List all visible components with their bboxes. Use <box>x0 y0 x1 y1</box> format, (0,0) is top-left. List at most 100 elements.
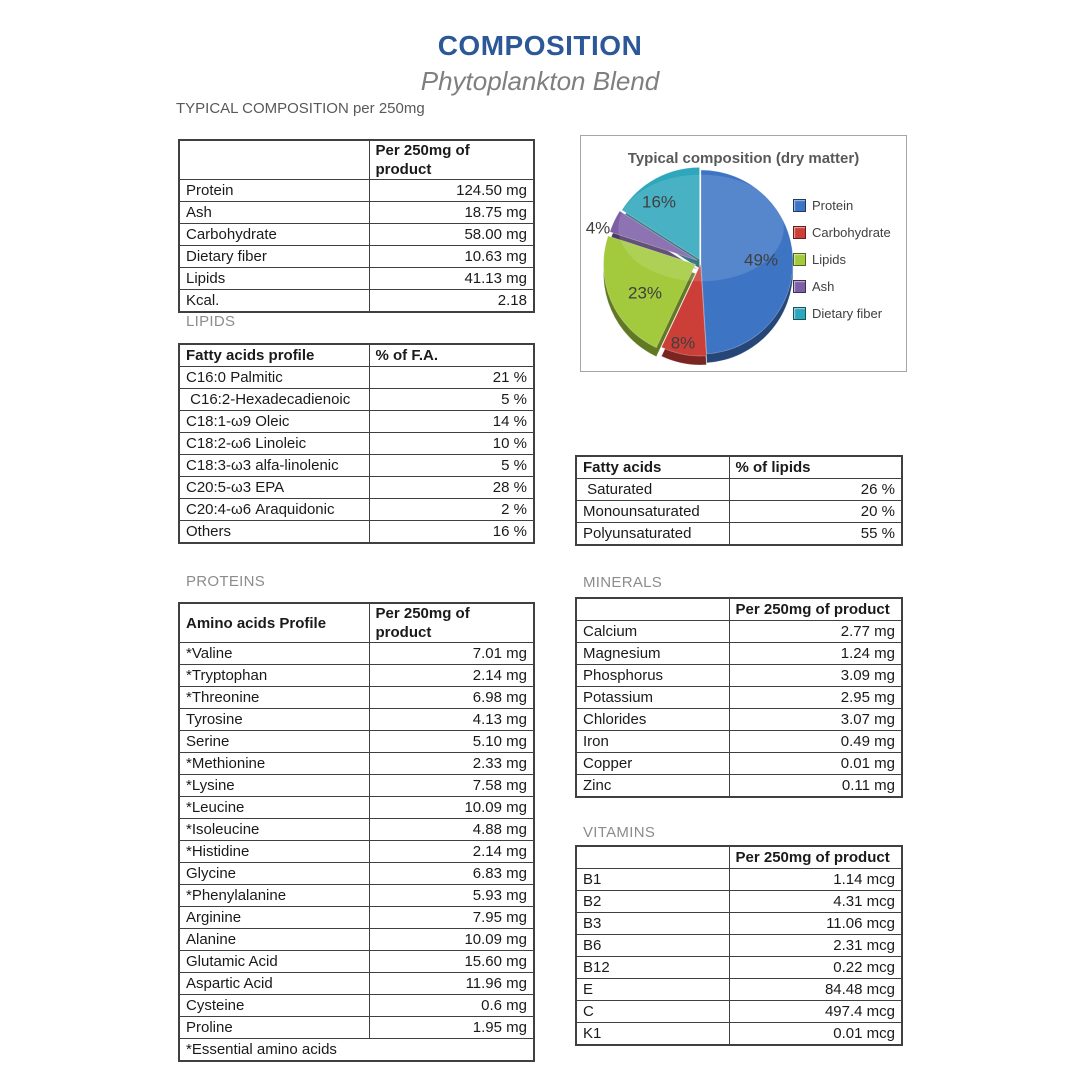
row-label: C20:5-ω3 EPA <box>178 476 370 499</box>
row-label: Zinc <box>575 774 730 798</box>
row-value: 10.09 mg <box>368 928 535 951</box>
table-row: Alanine 10.09 mg <box>178 928 535 951</box>
row-value: 1.14 mcg <box>728 868 903 891</box>
column-header-pct-fa: % of F.A. <box>368 343 535 367</box>
table-row: Ash 18.75 mg <box>178 201 535 224</box>
table-row: C18:3-ω3 alfa-linolenic 5 % <box>178 454 535 477</box>
row-value: 2.31 mcg <box>728 934 903 957</box>
row-label: B6 <box>575 934 730 957</box>
row-value: 21 % <box>368 366 535 389</box>
table-row: Iron 0.49 mg <box>575 730 903 753</box>
table-row: C20:5-ω3 EPA 28 % <box>178 476 535 499</box>
row-label: C18:3-ω3 alfa-linolenic <box>178 454 370 477</box>
row-label: C18:2-ω6 Linoleic <box>178 432 370 455</box>
row-label: Saturated <box>575 478 730 501</box>
row-label: K1 <box>575 1022 730 1046</box>
row-value: 2.77 mg <box>728 620 903 643</box>
row-value: 84.48 mcg <box>728 978 903 1001</box>
row-label: Lipids <box>178 267 370 290</box>
row-label: Arginine <box>178 906 370 929</box>
row-label: Tyrosine <box>178 708 370 731</box>
row-value: 28 % <box>368 476 535 499</box>
header-row: Amino acids Profile Per 250mg of product <box>178 602 535 643</box>
legend-label: Carbohydrate <box>812 225 891 240</box>
row-value: 11.06 mcg <box>728 912 903 935</box>
row-value: 5 % <box>368 388 535 411</box>
table-row: B2 4.31 mcg <box>575 890 903 913</box>
row-label: Iron <box>575 730 730 753</box>
row-value: 10.09 mg <box>368 796 535 819</box>
legend-marker-icon <box>793 226 806 239</box>
section-label-lipids: LIPIDS <box>186 313 236 330</box>
row-value: 2.14 mg <box>368 664 535 687</box>
legend-marker-icon <box>793 280 806 293</box>
column-header-pct-lipids: % of lipids <box>728 455 903 479</box>
table-row: Magnesium 1.24 mg <box>575 642 903 665</box>
row-value: 6.98 mg <box>368 686 535 709</box>
row-label: Copper <box>575 752 730 775</box>
column-header-empty <box>178 139 370 180</box>
chart-title: Typical composition (dry matter) <box>627 150 860 167</box>
composition-pie-chart: Typical composition (dry matter) 49% 8% 23… <box>580 135 907 372</box>
row-value: 5 % <box>368 454 535 477</box>
legend-label: Lipids <box>812 252 846 267</box>
row-value: 2 % <box>368 498 535 521</box>
table-row: Tyrosine 4.13 mg <box>178 708 535 731</box>
row-label: *Tryptophan <box>178 664 370 687</box>
row-value: 2.33 mg <box>368 752 535 775</box>
table-row: Polyunsaturated 55 % <box>575 522 903 546</box>
row-label: Cysteine <box>178 994 370 1017</box>
row-label: Monounsaturated <box>575 500 730 523</box>
table-row: *Leucine 10.09 mg <box>178 796 535 819</box>
row-label: *Methionine <box>178 752 370 775</box>
legend-label: Dietary fiber <box>812 306 883 321</box>
table-row: Lipids 41.13 mg <box>178 267 535 290</box>
row-value: 0.11 mg <box>728 774 903 798</box>
legend-marker-icon <box>793 253 806 266</box>
table-row: Phosphorus 3.09 mg <box>575 664 903 687</box>
pie-slice <box>621 167 700 261</box>
row-value: 4.88 mg <box>368 818 535 841</box>
row-label: Magnesium <box>575 642 730 665</box>
legend-marker-icon <box>793 199 806 212</box>
pie-slice <box>660 263 707 357</box>
table-row: *Lysine 7.58 mg <box>178 774 535 797</box>
legend-marker-icon <box>793 307 806 320</box>
row-value: 26 % <box>728 478 903 501</box>
row-label: Glycine <box>178 862 370 885</box>
pie-slice <box>609 210 698 261</box>
row-label: E <box>575 978 730 1001</box>
row-value: 0.6 mg <box>368 994 535 1017</box>
column-header-per250mg: Per 250mg of product <box>368 602 535 643</box>
row-value: 10.63 mg <box>368 245 535 268</box>
row-value: 14 % <box>368 410 535 433</box>
row-label: Phosphorus <box>575 664 730 687</box>
section-label-vitamins: VITAMINS <box>583 824 656 841</box>
header-row: Per 250mg of product <box>575 845 903 869</box>
row-label: *Isoleucine <box>178 818 370 841</box>
row-value: 5.10 mg <box>368 730 535 753</box>
page-title: COMPOSITION <box>437 30 643 61</box>
table-row: *Valine 7.01 mg <box>178 642 535 665</box>
row-value: 2.18 <box>368 289 535 313</box>
legend-item: Ash <box>793 279 891 294</box>
row-label: C18:1-ω9 Oleic <box>178 410 370 433</box>
header-row: Fatty acids % of lipids <box>575 455 903 479</box>
row-value: 55 % <box>728 522 903 546</box>
row-value: 0.22 mcg <box>728 956 903 979</box>
section-label-proteins: PROTEINS <box>186 573 266 590</box>
vitamins-table: Per 250mg of product B1 1.14 mcg B2 4.31 mc… <box>575 845 903 1046</box>
table-row: Potassium 2.95 mg <box>575 686 903 709</box>
pie-label: 49% <box>744 251 778 270</box>
table-row: *Isoleucine 4.88 mg <box>178 818 535 841</box>
pie-label: 16% <box>642 193 676 212</box>
row-value: 7.58 mg <box>368 774 535 797</box>
row-label: Aspartic Acid <box>178 972 370 995</box>
pie-slice <box>603 235 696 349</box>
table-row: *Tryptophan 2.14 mg <box>178 664 535 687</box>
table-row: K1 0.01 mcg <box>575 1022 903 1046</box>
row-value: 1.95 mg <box>368 1016 535 1039</box>
row-label: Ash <box>178 201 370 224</box>
essential-amino-acids-note: *Essential amino acids <box>178 1038 535 1062</box>
